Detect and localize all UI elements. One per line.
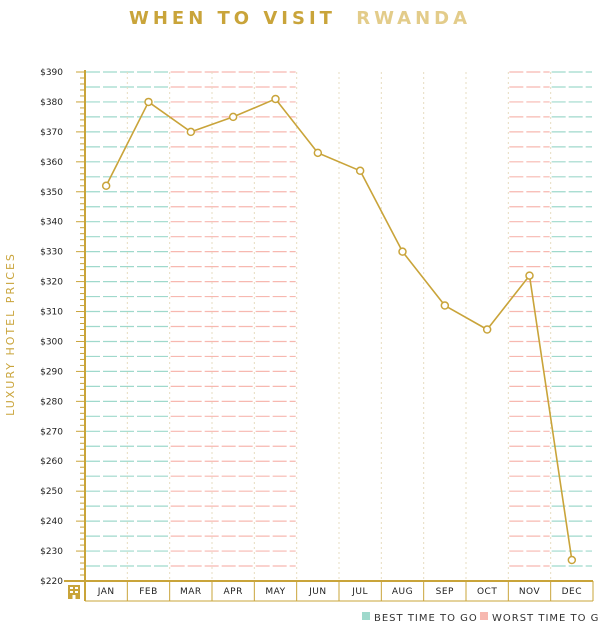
worst-season-band <box>509 71 550 567</box>
legend-worst-swatch <box>480 612 488 620</box>
legend: BEST TIME TO GO WORST TIME TO GO <box>362 612 600 624</box>
x-tick-label: AUG <box>392 587 413 597</box>
y-tick-label: $350 <box>40 188 63 198</box>
price-point <box>271 94 280 104</box>
y-tick-label: $380 <box>40 98 63 108</box>
y-tick-label: $370 <box>40 128 63 138</box>
x-tick-label: NOV <box>519 587 541 597</box>
x-tick-label: JUL <box>351 587 368 597</box>
x-tick-label: DEC <box>562 587 582 597</box>
price-point <box>355 166 365 176</box>
price-point <box>482 325 492 334</box>
y-tick-label: $390 <box>40 68 63 78</box>
price-point <box>186 127 196 137</box>
x-tick-label: JAN <box>97 587 115 597</box>
best-season-band <box>86 71 169 567</box>
y-axis-label: LUXURY HOTEL PRICES <box>4 252 17 416</box>
price-point <box>440 301 450 310</box>
x-tick-label: APR <box>223 587 242 597</box>
chart-title: WHEN TO VISIT RWANDA <box>129 8 471 29</box>
x-tick-label: MAY <box>265 587 285 597</box>
chart-title-part1: WHEN TO VISIT <box>129 8 336 29</box>
x-tick-label: MAR <box>180 587 202 597</box>
legend-best-label: BEST TIME TO GO <box>374 613 478 624</box>
y-tick-label: $310 <box>40 308 63 318</box>
y-tick-label: $260 <box>40 457 63 467</box>
x-tick-label: JUN <box>308 587 326 597</box>
best-season-band <box>551 71 592 567</box>
price-point <box>313 148 323 158</box>
y-tick-label: $250 <box>40 487 63 497</box>
y-tick-label: $220 <box>40 577 63 587</box>
x-tick-label: FEB <box>139 587 158 597</box>
price-line <box>105 98 573 561</box>
chart-title-part2: RWANDA <box>356 8 471 29</box>
y-axis-ticks: $220 $230 $240 $250 $260 $270 $280 $290 $300 $310… <box>40 68 85 587</box>
y-tick-label: $270 <box>40 427 63 437</box>
price-series <box>101 94 577 565</box>
legend-worst-label: WORST TIME TO GO <box>492 613 600 624</box>
season-bands <box>86 71 592 567</box>
price-point <box>144 97 153 107</box>
y-tick-label: $300 <box>40 337 63 347</box>
y-tick-label: $340 <box>40 218 63 228</box>
y-tick-label: $280 <box>40 397 63 407</box>
y-tick-label: $330 <box>40 248 63 258</box>
price-point <box>101 181 111 191</box>
price-point <box>398 247 407 256</box>
hotel-icon-window <box>75 591 78 593</box>
hotel-icon-window <box>70 591 73 593</box>
x-tick-label: OCT <box>477 587 497 597</box>
price-point <box>567 555 577 565</box>
x-tick-label: SEP <box>436 587 454 597</box>
y-tick-label: $240 <box>40 517 63 527</box>
y-tick-label: $360 <box>40 158 63 168</box>
legend-best-swatch <box>362 612 370 620</box>
y-tick-label: $320 <box>40 278 63 288</box>
hotel-icon <box>68 585 80 599</box>
price-point <box>525 271 534 280</box>
hotel-icon-window <box>75 587 78 589</box>
y-tick-label: $290 <box>40 367 63 377</box>
y-tick-label: $230 <box>40 547 63 557</box>
hotel-icon-door <box>72 595 76 599</box>
worst-season-band <box>170 71 296 567</box>
x-axis-labels: JAN FEB MAR APR MAY JUN JUL AUG SEP OCT NOV DEC <box>97 587 582 597</box>
price-point <box>228 112 238 122</box>
hotel-icon-window <box>70 587 73 589</box>
